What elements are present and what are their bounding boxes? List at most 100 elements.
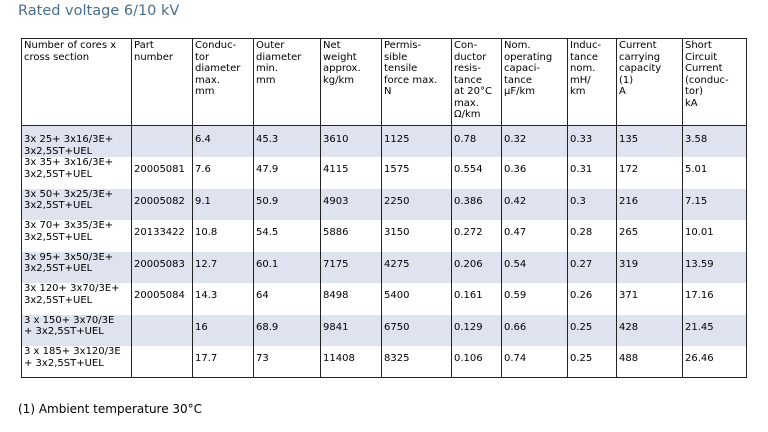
table-cell: 20133422	[131, 220, 193, 252]
table-cell: 0.74	[501, 346, 568, 378]
table-row: 3x 95+ 3x50/3E+ 3x2,5ST+UEL 20005083 12.7 6…	[21, 251, 747, 283]
table-row: 3 x 185+ 3x120/3E + 3x2,5ST+UEL 17.7 73 114…	[21, 346, 747, 378]
table-header-row: Number of cores x cross section Part num…	[21, 38, 747, 126]
table-cell: 20005083	[131, 251, 193, 283]
cores-cross-section-cell: 3x 120+ 3x70/3E+ 3x2,5ST+UEL	[21, 283, 132, 315]
table-cell: 47.9	[253, 157, 321, 189]
table-cell: 7.15	[682, 188, 747, 220]
table-cell: 50.9	[253, 188, 321, 220]
table-cell: 0.554	[451, 157, 502, 189]
table-cell: 7.6	[192, 157, 254, 189]
table-cell: 8325	[381, 346, 452, 378]
table-row: 3x 70+ 3x35/3E+ 3x2,5ST+UEL 20133422 10.8 5…	[21, 220, 747, 252]
table-cell: 68.9	[253, 314, 321, 346]
page-title: Rated voltage 6/10 kV	[18, 3, 180, 19]
table-cell: 45.3	[253, 125, 321, 157]
table-cell: 0.272	[451, 220, 502, 252]
table-cell	[131, 346, 193, 378]
table-cell	[131, 125, 193, 157]
table-cell: 73	[253, 346, 321, 378]
table-cell: 54.5	[253, 220, 321, 252]
table-cell: 9.1	[192, 188, 254, 220]
table-cell: 10.8	[192, 220, 254, 252]
table-cell: 26.46	[682, 346, 747, 378]
cores-cross-section-cell: 3x 25+ 3x16/3E+ 3x2,5ST+UEL	[21, 125, 132, 157]
header-cell: Conduc- tor diameter max. mm	[192, 38, 254, 126]
table-cell: 0.106	[451, 346, 502, 378]
header-cell: Number of cores x cross section	[21, 38, 132, 126]
header-cell: Induc- tance nom. mH/ km	[567, 38, 617, 126]
table-cell: 21.45	[682, 314, 747, 346]
table-cell: 64	[253, 283, 321, 315]
header-cell: Current carrying capacity (1) A	[616, 38, 683, 126]
header-cell: Con- ductor resis- tance at 20°C max. Ω/…	[451, 38, 502, 126]
table-cell: 20005082	[131, 188, 193, 220]
table-cell: 0.161	[451, 283, 502, 315]
table-cell: 0.78	[451, 125, 502, 157]
header-cell: Short Circuit Current (conduc- tor) kA	[682, 38, 747, 126]
header-cell: Part number	[131, 38, 193, 126]
table-cell: 5886	[320, 220, 382, 252]
table-cell: 0.31	[567, 157, 617, 189]
table-cell: 3150	[381, 220, 452, 252]
table-cell: 7175	[320, 251, 382, 283]
table-cell: 6750	[381, 314, 452, 346]
table-cell: 4115	[320, 157, 382, 189]
table-cell: 1125	[381, 125, 452, 157]
table-cell: 8498	[320, 283, 382, 315]
table-cell: 0.33	[567, 125, 617, 157]
table-cell: 60.1	[253, 251, 321, 283]
footnote: (1) Ambient temperature 30°C	[18, 402, 203, 416]
cores-cross-section-cell: 3x 70+ 3x35/3E+ 3x2,5ST+UEL	[21, 220, 132, 252]
header-cell: Net weight approx. kg/km	[320, 38, 382, 126]
table-cell: 0.28	[567, 220, 617, 252]
table-row: 3x 25+ 3x16/3E+ 3x2,5ST+UEL 6.4 45.3 3610 11…	[21, 125, 747, 157]
table-cell: 9841	[320, 314, 382, 346]
header-cell: Outer diameter min. mm	[253, 38, 321, 126]
table-row: 3x 50+ 3x25/3E+ 3x2,5ST+UEL 20005082 9.1 50…	[21, 188, 747, 220]
table-cell: 0.386	[451, 188, 502, 220]
table-cell: 14.3	[192, 283, 254, 315]
table-cell: 3610	[320, 125, 382, 157]
table-cell: 0.206	[451, 251, 502, 283]
table-cell: 13.59	[682, 251, 747, 283]
cores-cross-section-cell: 3x 50+ 3x25/3E+ 3x2,5ST+UEL	[21, 188, 132, 220]
table-cell: 0.54	[501, 251, 568, 283]
table-cell: 17.7	[192, 346, 254, 378]
table-cell: 0.47	[501, 220, 568, 252]
table-cell: 0.36	[501, 157, 568, 189]
table-cell: 0.59	[501, 283, 568, 315]
table-cell: 216	[616, 188, 683, 220]
table-cell: 4903	[320, 188, 382, 220]
table-row: 3 x 150+ 3x70/3E + 3x2,5ST+UEL 16 68.9 9841…	[21, 314, 747, 346]
table-cell: 488	[616, 346, 683, 378]
table-cell: 319	[616, 251, 683, 283]
table-cell: 371	[616, 283, 683, 315]
table-cell: 0.66	[501, 314, 568, 346]
table-cell: 2250	[381, 188, 452, 220]
table-row: 3x 120+ 3x70/3E+ 3x2,5ST+UEL 20005084 14.3…	[21, 283, 747, 315]
table-cell: 0.26	[567, 283, 617, 315]
table-cell: 265	[616, 220, 683, 252]
table-cell: 0.129	[451, 314, 502, 346]
table-cell: 0.27	[567, 251, 617, 283]
table-cell: 20005084	[131, 283, 193, 315]
table-cell: 5400	[381, 283, 452, 315]
table-row: 3x 35+ 3x16/3E+ 3x2,5ST+UEL 20005081 7.6 47…	[21, 157, 747, 189]
table-cell: 172	[616, 157, 683, 189]
table-cell: 0.25	[567, 346, 617, 378]
table-cell: 0.3	[567, 188, 617, 220]
table-cell: 20005081	[131, 157, 193, 189]
table-cell: 11408	[320, 346, 382, 378]
cores-cross-section-cell: 3 x 185+ 3x120/3E + 3x2,5ST+UEL	[21, 346, 132, 378]
cores-cross-section-cell: 3x 35+ 3x16/3E+ 3x2,5ST+UEL	[21, 157, 132, 189]
header-cell: Nom. operating capaci- tance µF/km	[501, 38, 568, 126]
table-cell: 0.32	[501, 125, 568, 157]
table-cell: 1575	[381, 157, 452, 189]
table-cell: 17.16	[682, 283, 747, 315]
table-cell: 3.58	[682, 125, 747, 157]
table-cell: 428	[616, 314, 683, 346]
table-cell: 6.4	[192, 125, 254, 157]
cores-cross-section-cell: 3 x 150+ 3x70/3E + 3x2,5ST+UEL	[21, 314, 132, 346]
table-cell: 0.42	[501, 188, 568, 220]
